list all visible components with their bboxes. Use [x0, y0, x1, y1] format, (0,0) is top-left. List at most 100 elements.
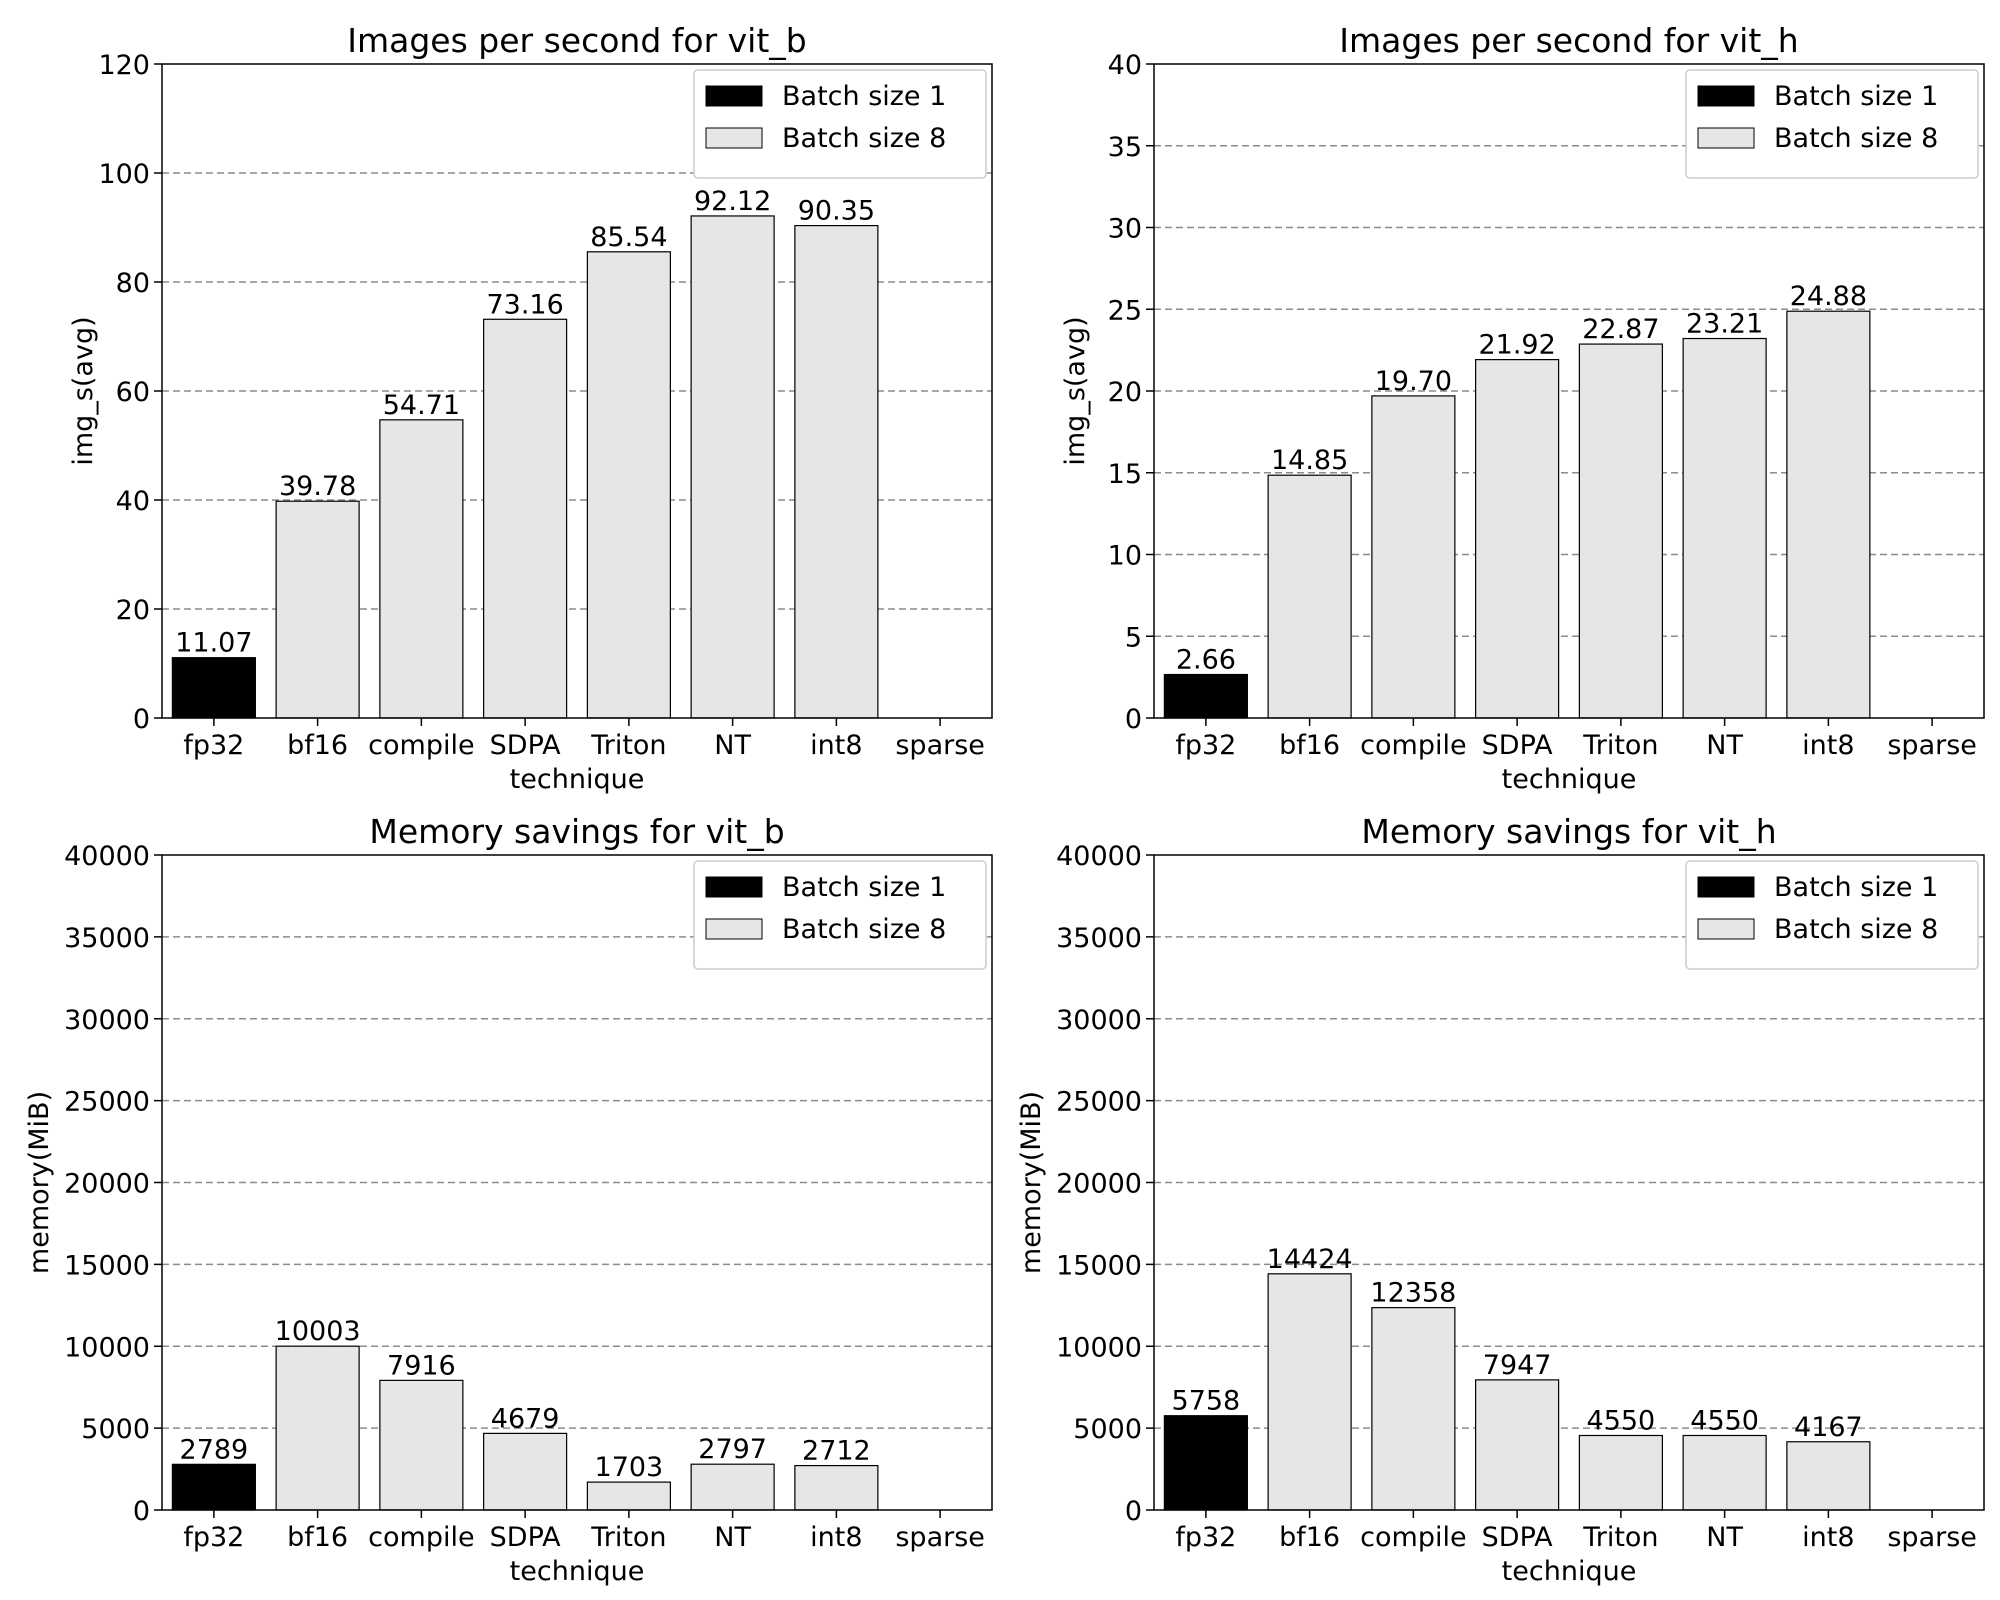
bar-value-label: 21.92	[1478, 330, 1555, 361]
y-tick-label: 30	[1108, 214, 1142, 245]
bar-SDPA	[1475, 1379, 1560, 1511]
bar-compile	[379, 419, 464, 719]
bar-value-label: 85.54	[590, 222, 667, 253]
x-axis-label: technique	[510, 764, 645, 795]
legend-label: Batch size 1	[1774, 872, 1938, 903]
bar-int8	[1786, 1441, 1871, 1511]
legend-label: Batch size 1	[782, 872, 946, 903]
bar-compile	[1371, 395, 1456, 719]
y-tick-label: 0	[1125, 1496, 1142, 1527]
y-tick-label: 15	[1108, 459, 1142, 490]
x-axis-label: technique	[1502, 1556, 1637, 1587]
bar-bf16	[1267, 1273, 1352, 1511]
y-tick-label: 0	[1125, 704, 1142, 735]
bar-NT	[1682, 337, 1767, 719]
legend-box	[1685, 69, 1979, 179]
bar-value-label: 73.16	[486, 289, 563, 320]
x-tick-label: compile	[1360, 1522, 1466, 1553]
x-tick-label: fp32	[183, 730, 244, 761]
bar-int8	[794, 1464, 879, 1511]
bar-value-label: 14424	[1267, 1244, 1353, 1275]
bar-value-label: 12358	[1370, 1278, 1456, 1309]
x-tick-label: bf16	[1279, 1522, 1340, 1553]
bar-int8	[794, 224, 879, 719]
bar-SDPA	[483, 318, 568, 719]
y-tick-label: 20000	[64, 1169, 150, 1200]
legend-swatch	[705, 127, 763, 149]
y-axis-label: memory(MiB)	[24, 1091, 55, 1274]
y-tick-label: 30000	[64, 1005, 150, 1036]
bar-SDPA	[483, 1432, 568, 1511]
bar-Triton	[586, 251, 671, 719]
x-tick-label: NT	[1706, 1522, 1743, 1553]
bar-value-label: 4550	[1587, 1405, 1656, 1436]
bar-bf16	[275, 1345, 360, 1511]
bar-value-label: 2797	[698, 1434, 767, 1465]
legend-box	[693, 69, 987, 179]
bar-fp32	[1163, 1415, 1248, 1511]
legend: Batch size 1 Batch size 8	[1685, 860, 1979, 970]
bar-SDPA	[1475, 359, 1560, 719]
legend-box	[1685, 860, 1979, 970]
bar-value-label: 19.70	[1375, 366, 1452, 397]
y-tick-label: 10	[1108, 541, 1142, 572]
x-tick-label: fp32	[183, 1522, 244, 1553]
legend-swatch	[1697, 127, 1755, 149]
y-tick-label: 20000	[1056, 1169, 1142, 1200]
bar-fp32	[1163, 673, 1248, 719]
x-tick-label: NT	[714, 1522, 751, 1553]
legend: Batch size 1 Batch size 8	[693, 69, 987, 179]
x-tick-label: SDPA	[1482, 1522, 1553, 1553]
bar-value-label: 92.12	[694, 186, 771, 217]
x-tick-label: sparse	[1887, 1522, 1977, 1553]
y-tick-label: 40	[116, 486, 150, 517]
y-tick-label: 100	[98, 159, 150, 190]
legend-label: Batch size 1	[1774, 81, 1938, 112]
bar-value-label: 23.21	[1686, 309, 1763, 340]
y-tick-label: 60	[116, 377, 150, 408]
chart-title: Images per second for vit_b	[347, 21, 806, 60]
legend-label: Batch size 8	[1774, 123, 1938, 154]
bar-value-label: 4550	[1690, 1405, 1759, 1436]
y-tick-label: 20	[1108, 377, 1142, 408]
legend-swatch	[1697, 876, 1755, 898]
bar-value-label: 5758	[1172, 1386, 1241, 1417]
x-tick-label: bf16	[1279, 730, 1340, 761]
legend-box	[693, 860, 987, 970]
x-tick-label: int8	[810, 730, 862, 761]
x-tick-label: SDPA	[490, 730, 561, 761]
x-tick-label: fp32	[1175, 1522, 1236, 1553]
x-tick-label: compile	[1360, 730, 1466, 761]
bar-compile	[379, 1379, 464, 1511]
x-tick-label: compile	[368, 1522, 474, 1553]
y-tick-label: 25	[1108, 295, 1142, 326]
chart-panel-4: 5758 14424 12358 7947 4550 4550 4167 0 5000 10000…	[1016, 812, 1985, 1587]
bar-value-label: 10003	[275, 1316, 361, 1347]
y-tick-label: 20	[116, 595, 150, 626]
x-tick-label: Triton	[1582, 730, 1658, 761]
bar-value-label: 14.85	[1271, 445, 1348, 476]
bar-value-label: 24.88	[1790, 281, 1867, 312]
y-tick-label: 0	[133, 1496, 150, 1527]
y-tick-label: 40000	[1056, 841, 1142, 872]
bar-fp32	[171, 657, 256, 719]
bar-value-label: 7916	[387, 1350, 456, 1381]
legend-swatch	[1697, 918, 1755, 940]
legend-swatch	[705, 876, 763, 898]
bar-value-label: 2.66	[1176, 645, 1236, 676]
x-tick-label: NT	[1706, 730, 1743, 761]
y-tick-label: 40	[1108, 50, 1142, 81]
legend-label: Batch size 8	[1774, 914, 1938, 945]
bar-value-label: 2789	[180, 1434, 249, 1465]
legend: Batch size 1 Batch size 8	[1685, 69, 1979, 179]
bar-value-label: 7947	[1483, 1350, 1552, 1381]
y-tick-label: 10000	[1056, 1332, 1142, 1363]
y-axis-label: img_s(avg)	[1060, 316, 1091, 465]
legend-swatch	[705, 85, 763, 107]
x-axis-label: technique	[1502, 764, 1637, 795]
x-axis-label: technique	[510, 1556, 645, 1587]
x-tick-label: Triton	[1582, 1522, 1658, 1553]
legend-label: Batch size 1	[782, 81, 946, 112]
bar-NT	[690, 1463, 775, 1511]
bar-Triton	[1578, 343, 1663, 719]
